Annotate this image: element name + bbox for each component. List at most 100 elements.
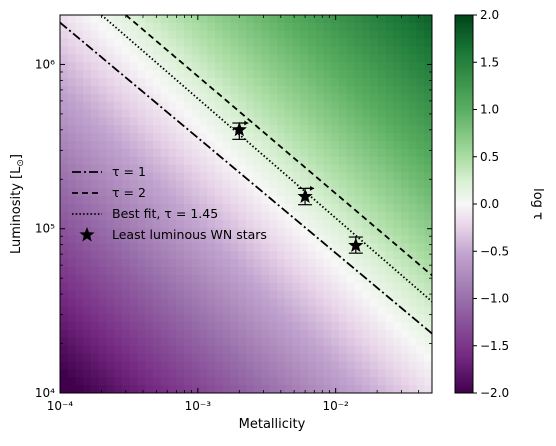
heatmap-cell [60, 101, 69, 111]
heatmap-cell [67, 361, 77, 370]
heatmap-cell [215, 156, 224, 166]
heatmap-cell [292, 125, 301, 134]
heatmap-cell [67, 204, 77, 213]
heatmap-cell [137, 164, 146, 174]
heatmap-cell [323, 148, 332, 158]
heatmap-cell [253, 109, 263, 118]
heatmap-cell [339, 148, 348, 158]
heatmap-cell [323, 377, 332, 386]
heatmap-cell [277, 164, 286, 174]
y-tick-label: 10⁶ [35, 57, 55, 71]
heatmap-cell [184, 345, 193, 355]
heatmap-cell [377, 306, 387, 315]
heatmap-cell [83, 196, 92, 205]
heatmap-cell [122, 164, 131, 174]
heatmap-cell [284, 156, 294, 166]
heatmap-cell [315, 188, 325, 197]
heatmap-cell [277, 101, 286, 111]
heatmap-cell [393, 330, 402, 339]
heatmap-cell [300, 219, 309, 229]
heatmap-cell [153, 172, 162, 181]
heatmap-cell [114, 70, 123, 79]
heatmap-cell [331, 353, 340, 363]
colorbar-tick-label: 0.5 [480, 150, 499, 164]
heatmap-cell [67, 306, 77, 315]
heatmap-cell [153, 156, 162, 166]
heatmap-cell [215, 38, 224, 48]
heatmap-cell [277, 133, 286, 142]
heatmap-cell [401, 54, 410, 63]
heatmap-cell [60, 322, 69, 331]
heatmap-cell [377, 46, 387, 55]
heatmap-cell [416, 172, 425, 181]
heatmap-cell [230, 54, 239, 63]
heatmap-cell [370, 298, 379, 307]
heatmap-cell [339, 109, 348, 118]
heatmap-cell [176, 204, 185, 213]
heatmap-cell [354, 38, 363, 48]
heatmap-cell [191, 251, 201, 260]
heatmap-cell [416, 227, 425, 237]
heatmap-cell [346, 38, 356, 48]
heatmap-cell [261, 306, 270, 315]
heatmap-cell [129, 101, 139, 111]
heatmap-cell [67, 38, 77, 48]
heatmap-cell [323, 330, 332, 339]
heatmap-cell [292, 164, 301, 174]
heatmap-cell [346, 156, 356, 166]
heatmap-cell [91, 361, 100, 370]
heatmap-cell [67, 353, 77, 363]
heatmap-cell [75, 101, 84, 111]
heatmap-cell [238, 314, 247, 323]
heatmap-cell [222, 141, 232, 150]
heatmap-cell [230, 259, 239, 268]
heatmap-cell [308, 259, 317, 268]
heatmap-cell [424, 196, 432, 205]
heatmap-cell [153, 259, 162, 268]
heatmap-cell [199, 141, 208, 150]
heatmap-cell [308, 290, 317, 300]
heatmap-cell [300, 30, 309, 40]
heatmap-cell [284, 164, 294, 174]
heatmap-cell [98, 259, 108, 268]
heatmap-cell [385, 164, 394, 174]
heatmap-cell [222, 267, 232, 276]
heatmap-cell [67, 282, 77, 292]
heatmap-cell [176, 125, 185, 134]
heatmap-cell [339, 54, 348, 63]
heatmap-cell [83, 117, 92, 126]
heatmap-cell [292, 298, 301, 307]
heatmap-cell [393, 251, 402, 260]
heatmap-cell [98, 385, 108, 393]
heatmap-cell [207, 337, 216, 347]
heatmap-cell [424, 188, 432, 197]
heatmap-cell [145, 227, 154, 237]
heatmap-cell [377, 314, 387, 323]
legend-label: Best fit, τ = 1.45 [112, 206, 218, 221]
heatmap-cell [238, 259, 247, 268]
heatmap-cell [269, 298, 278, 307]
heatmap-cell [308, 133, 317, 142]
heatmap-cell [416, 22, 425, 32]
heatmap-cell [98, 172, 108, 181]
heatmap-cell [91, 243, 100, 252]
heatmap-cell [60, 85, 69, 95]
heatmap-cell [315, 267, 325, 276]
heatmap-cell [199, 330, 208, 339]
heatmap-cell [408, 353, 418, 363]
heatmap-cell [215, 274, 224, 284]
heatmap-cell [222, 30, 232, 40]
heatmap-cell [153, 109, 162, 118]
heatmap-cell [393, 259, 402, 268]
heatmap-cell [168, 93, 177, 103]
heatmap-cell [222, 15, 232, 24]
heatmap-cell [184, 353, 193, 363]
heatmap-cell [261, 101, 270, 111]
heatmap-cell [370, 117, 379, 126]
heatmap-cell [114, 196, 123, 205]
heatmap-cell [67, 117, 77, 126]
heatmap-cell [168, 85, 177, 95]
heatmap-cell [315, 306, 325, 315]
heatmap-cell [385, 385, 394, 393]
heatmap-cell [362, 78, 371, 87]
